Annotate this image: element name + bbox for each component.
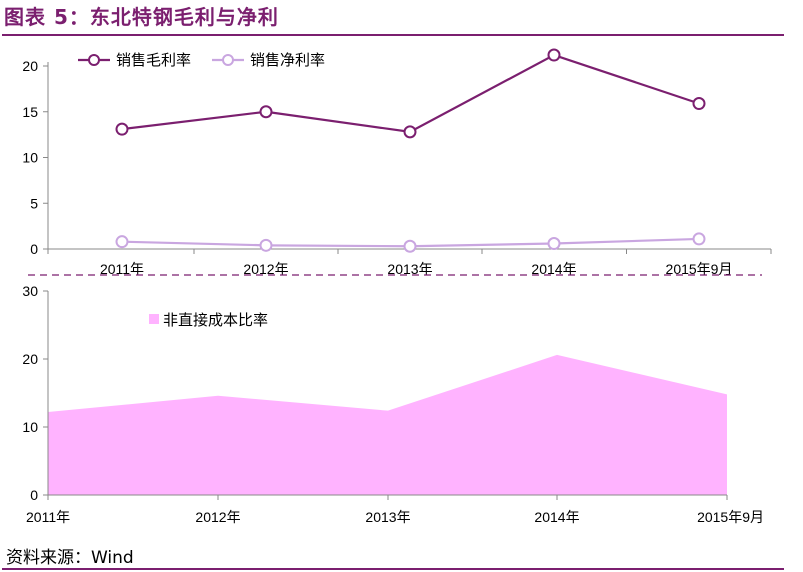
x-tick-label: 2013年 [365,509,410,525]
area-chart: 0 10 20 30 2011年 2012年 2013年 2014年 2015年9月 非直接成本比… [22,283,764,525]
x-tick-label: 2012年 [243,261,288,277]
area-series [48,354,727,495]
bottom-rule [2,568,784,570]
x-tick-label: 2013年 [387,261,432,277]
data-point [547,48,561,62]
x-tick-label: 2011年 [100,261,144,277]
data-point [259,238,273,252]
y-tick-label: 20 [22,351,38,367]
source-note: 资料来源：Wind [6,548,134,568]
figure-title: 图表 5：东北特钢毛利与净利 [4,5,279,29]
series-line-1 [121,53,700,134]
data-point [692,97,706,111]
line-chart: 0 5 10 15 20 2011年 2012年 2013年 2014年 2015年9月 销售毛利率… [22,48,772,277]
x-tick-label: 2015年9月 [697,509,764,525]
data-point [115,122,129,136]
legend-marker [222,54,234,66]
y-tick-label: 10 [22,419,38,435]
data-point [547,237,561,251]
x-tick-label: 2014年 [531,261,576,277]
x-tick-label: 2014年 [534,509,579,525]
legend-swatch [149,314,159,324]
legend-label: 销售净利率 [250,51,325,69]
title-rule [2,34,784,36]
x-tick-label: 2015年9月 [666,261,733,277]
data-point [403,239,417,253]
y-tick-label: 30 [22,283,38,299]
data-point [403,125,417,139]
x-tick-label: 2011年 [26,509,70,525]
data-point [692,232,706,246]
data-point [259,105,273,119]
y-tick-label: 10 [22,150,38,166]
x-tick-label: 2012年 [195,509,240,525]
y-tick-label: 0 [30,241,38,257]
y-tick-label: 15 [22,104,38,120]
y-tick-label: 20 [22,58,38,74]
legend-label: 非直接成本比率 [163,311,268,329]
y-tick-label: 0 [30,487,38,503]
y-tick-label: 5 [30,195,38,211]
legend-marker [88,54,100,66]
legend-label: 销售毛利率 [116,51,191,69]
data-point [115,235,129,249]
